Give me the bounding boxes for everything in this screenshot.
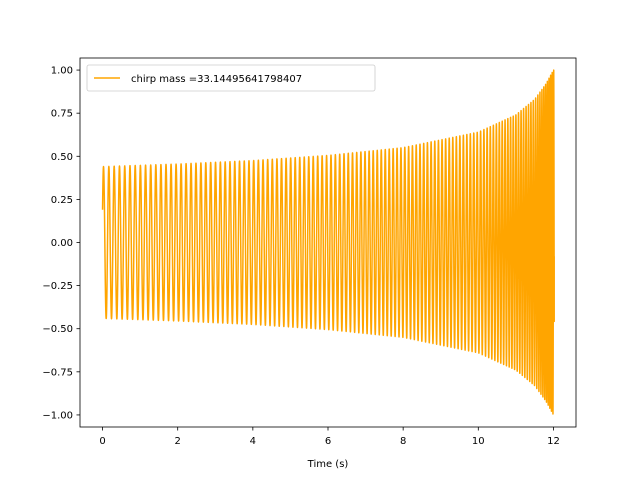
- x-tick-label: 6: [325, 436, 331, 447]
- y-tick-label: −0.50: [42, 324, 73, 335]
- series-layer: [101, 69, 555, 415]
- legend: chirp mass =33.14495641798407: [86, 64, 376, 92]
- legend-entry-label: chirp mass =33.14495641798407: [131, 74, 302, 85]
- x-tick-label: 12: [547, 436, 560, 447]
- x-tick-label: 10: [472, 436, 485, 447]
- x-tick-label: 2: [175, 436, 181, 447]
- y-tick-label: 0.75: [51, 109, 73, 120]
- series-line-chirp: [101, 69, 555, 415]
- x-axis-label: Time (s): [307, 459, 349, 470]
- x-tick-label: 8: [400, 436, 406, 447]
- y-tick-label: 0.25: [51, 195, 73, 206]
- y-tick-label: −0.75: [42, 367, 73, 378]
- y-tick-label: 0.50: [51, 152, 73, 163]
- y-tick-label: 0.00: [51, 238, 73, 249]
- x-tick-label: 4: [250, 436, 256, 447]
- y-tick-label: −0.25: [42, 281, 73, 292]
- x-axis: 0 2 4 6 8 10 12: [99, 427, 560, 447]
- legend-box: [86, 64, 376, 92]
- x-tick-label: 0: [99, 436, 105, 447]
- y-tick-label: 1.00: [51, 66, 73, 77]
- y-axis: −1.00 −0.75 −0.50 −0.25 0.00 0.25 0.50 0.75 1.00: [42, 66, 80, 421]
- y-tick-label: −1.00: [42, 410, 73, 421]
